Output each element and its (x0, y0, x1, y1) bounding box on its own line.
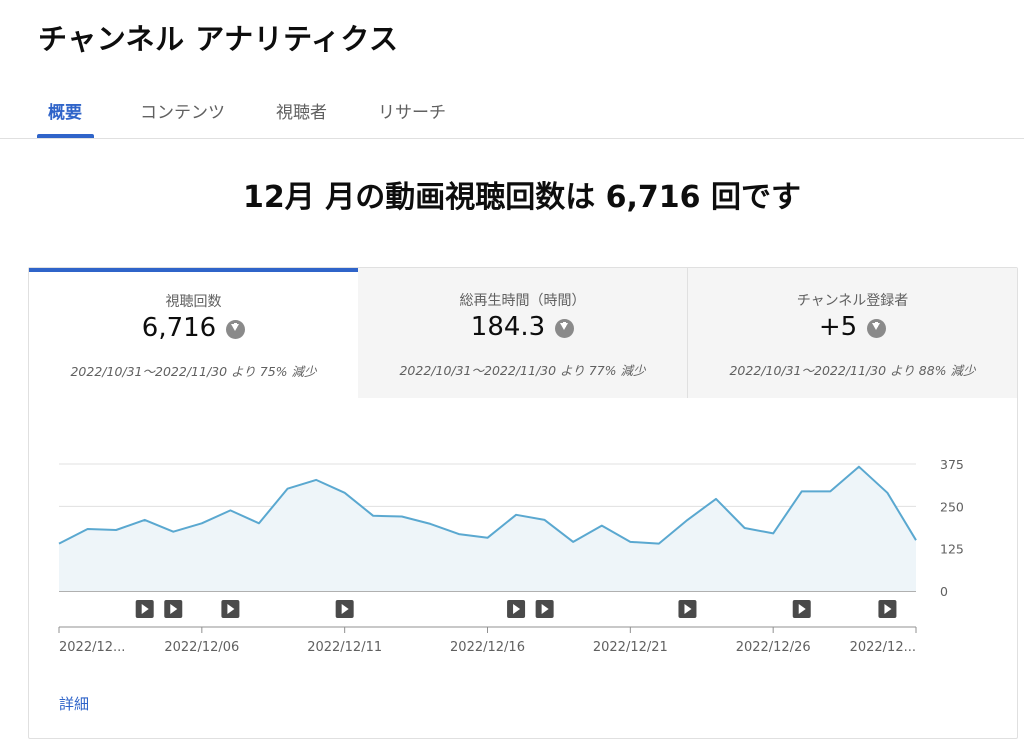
x-tick-label: 2022/12/11 (307, 640, 382, 655)
page-title: チャンネル アナリティクス (38, 22, 399, 56)
play-triangle (884, 604, 892, 614)
views-chart[interactable]: 375 250 125 0 2022/12... 2022/12/06 2022/12/11… (29, 398, 1017, 688)
metric-label: 総再生時間（時間） (459, 293, 586, 309)
metric-compare: 2022/10/31～2022/11/30 より 88% 減少 (729, 363, 976, 378)
metric-label: 視聴回数 (165, 294, 222, 310)
x-tick-label: 2022/12... (59, 640, 125, 655)
tab-overview[interactable]: 概要 (48, 103, 82, 123)
play-triangle (798, 604, 806, 614)
tab-research[interactable]: リサーチ (378, 103, 446, 123)
metric-compare: 2022/10/31～2022/11/30 より 75% 減少 (70, 364, 317, 379)
arrow-down-circle-icon (867, 318, 887, 338)
metric-value-row: 6,716 (29, 313, 358, 343)
metric-value-row: +5 (688, 312, 1017, 342)
metric-label: チャンネル登録者 (796, 293, 909, 309)
active-tab-indicator (37, 134, 94, 138)
tab-audience[interactable]: 視聴者 (276, 103, 327, 123)
x-tick-label: 2022/12... (850, 640, 916, 655)
play-triangle (227, 604, 235, 614)
divider (687, 268, 688, 398)
play-triangle (684, 604, 692, 614)
x-tick-label: 2022/12/16 (450, 640, 525, 655)
play-triangle (170, 604, 178, 614)
x-tick-label: 2022/12/26 (736, 640, 811, 655)
metric-watch-time[interactable]: 総再生時間（時間） 184.3 2022/10/31～2022/11/30 より… (358, 268, 687, 398)
views-line (58, 465, 917, 545)
metric-value: 6,716 (141, 313, 217, 343)
x-tick-label: 2022/12/06 (164, 640, 239, 655)
arrow-down-circle-icon (555, 318, 575, 338)
headline: 12月 月の動画視聴回数は 6,716 回です (243, 180, 801, 215)
play-triangle (513, 604, 521, 614)
y-tick-label: 0 (940, 584, 948, 599)
views-area (59, 466, 916, 591)
play-triangle (541, 604, 549, 614)
y-tick-label: 125 (940, 542, 964, 557)
tab-bar: 概要 コンテンツ 視聴者 リサーチ (0, 86, 1024, 139)
metric-value-row: 184.3 (358, 312, 687, 342)
metric-compare: 2022/10/31～2022/11/30 より 77% 減少 (399, 363, 646, 378)
x-tick-label: 2022/12/21 (593, 640, 668, 655)
metric-views[interactable]: 視聴回数 6,716 2022/10/31～2022/11/30 より 75% … (29, 268, 358, 398)
y-tick-label: 250 (940, 499, 964, 514)
y-tick-label: 375 (940, 457, 964, 472)
arrow-down-circle-icon (226, 319, 246, 339)
detail-link[interactable]: 詳細 (59, 695, 90, 713)
metric-value: 184.3 (470, 312, 546, 342)
analytics-card: 視聴回数 6,716 2022/10/31～2022/11/30 より 75% … (28, 267, 1018, 739)
tab-content[interactable]: コンテンツ (140, 103, 225, 123)
play-triangle (341, 604, 349, 614)
play-triangle (141, 604, 149, 614)
metric-value: +5 (818, 312, 858, 342)
metric-subscribers[interactable]: チャンネル登録者 +5 2022/10/31～2022/11/30 より 88%… (688, 268, 1017, 398)
